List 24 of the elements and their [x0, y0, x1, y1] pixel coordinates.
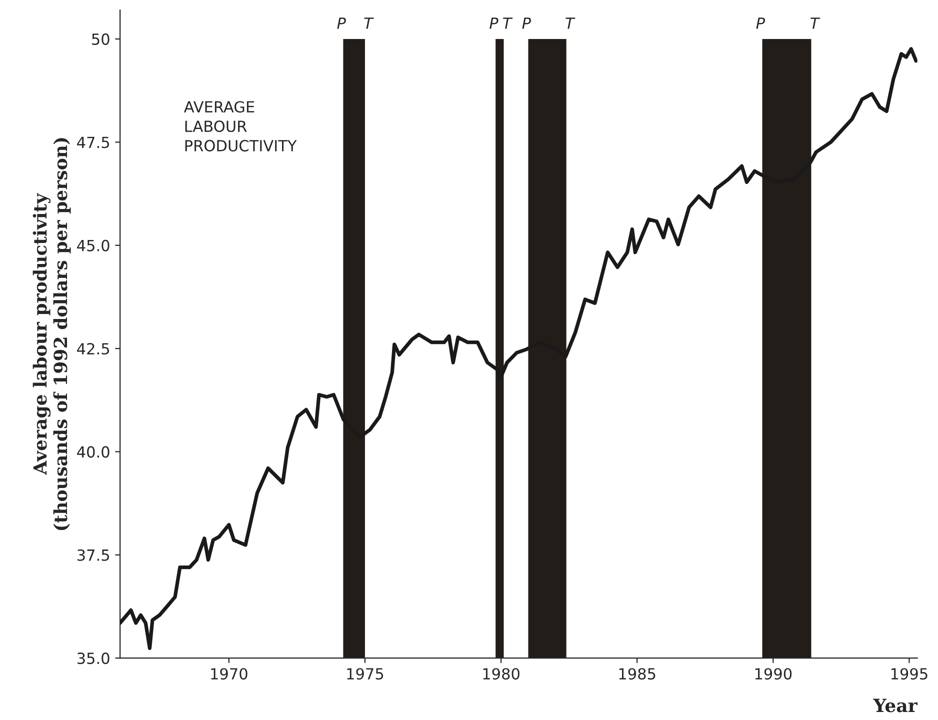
x-tick-label: 1995 — [891, 668, 928, 680]
annotation: P — [337, 18, 346, 29]
y-tick-label: 40.0 — [77, 446, 110, 458]
x-axis-title: Year — [873, 698, 918, 712]
y-axis-title: Average labour productivity (thousands of 1992 dollars per person) — [32, 138, 71, 530]
y-tick-label: 45.0 — [77, 240, 110, 252]
x-tick-label: 1980 — [483, 668, 520, 680]
annotation: P — [756, 18, 766, 29]
annotation: T — [810, 18, 820, 29]
y-tick-label: 47.5 — [77, 136, 110, 148]
x-tick-label: 1985 — [619, 668, 656, 680]
y-tick-label: 42.5 — [77, 342, 110, 355]
annotation: P — [522, 18, 531, 29]
annotation: T — [364, 18, 374, 29]
y-tick-label: 50 — [92, 33, 110, 45]
annotation: T — [503, 18, 513, 29]
annotation: P — [490, 18, 498, 29]
x-tick-label: 1990 — [755, 668, 792, 680]
x-tick-label: 1970 — [211, 668, 248, 680]
annotation: AVERAGE LABOUR PRODUCTIVITY — [184, 101, 297, 152]
x-tick-label: 1975 — [347, 668, 384, 680]
y-tick-label: 35.0 — [77, 652, 110, 664]
annotation: T — [566, 18, 576, 29]
y-tick-label: 37.5 — [77, 549, 110, 561]
